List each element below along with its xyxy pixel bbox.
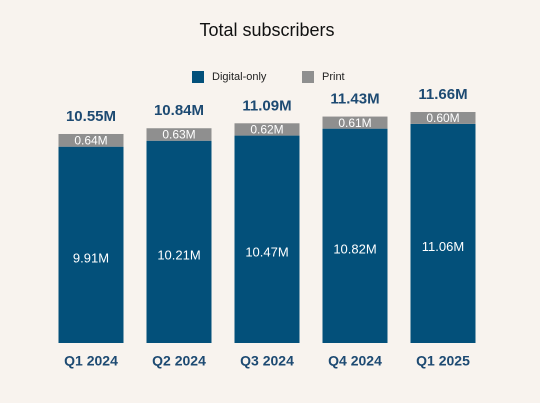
x-tick-label: Q2 2024 bbox=[152, 353, 206, 369]
chart-title: Total subscribers bbox=[199, 20, 334, 40]
total-label: 10.84M bbox=[154, 102, 204, 119]
x-tick-label: Q1 2024 bbox=[64, 353, 118, 369]
value-label: 10.47M bbox=[245, 245, 288, 260]
value-label: 9.91M bbox=[73, 250, 109, 265]
bar-segment bbox=[410, 112, 476, 124]
bar-segment bbox=[410, 123, 476, 343]
value-label: 0.62M bbox=[250, 123, 283, 137]
bar-segment bbox=[234, 123, 300, 136]
bar-segment bbox=[322, 128, 388, 343]
bar-segment bbox=[322, 116, 388, 129]
total-label: 11.09M bbox=[242, 97, 291, 114]
x-tick-label: Q4 2024 bbox=[328, 353, 382, 369]
bar-segment bbox=[234, 135, 300, 343]
legend-label: Digital-only bbox=[212, 71, 267, 83]
bar-segment bbox=[146, 128, 212, 141]
value-label: 0.64M bbox=[74, 134, 107, 148]
bar-segment bbox=[58, 146, 124, 343]
bar-segment bbox=[58, 133, 124, 147]
legend-swatch bbox=[302, 71, 314, 83]
bar-segment bbox=[146, 140, 212, 343]
legend-swatch bbox=[192, 71, 204, 83]
value-label: 10.21M bbox=[157, 247, 200, 262]
total-label: 11.66M bbox=[418, 86, 467, 103]
total-label: 10.55M bbox=[66, 108, 116, 125]
value-label: 0.63M bbox=[162, 128, 195, 142]
value-label: 0.61M bbox=[338, 116, 371, 130]
x-tick-label: Q3 2024 bbox=[240, 353, 294, 369]
total-label: 11.43M bbox=[330, 91, 379, 108]
value-label: 10.82M bbox=[333, 241, 376, 256]
legend-label: Print bbox=[322, 71, 345, 83]
x-tick-label: Q1 2025 bbox=[416, 353, 470, 369]
value-label: 11.06M bbox=[422, 239, 464, 254]
value-label: 0.60M bbox=[426, 111, 459, 125]
